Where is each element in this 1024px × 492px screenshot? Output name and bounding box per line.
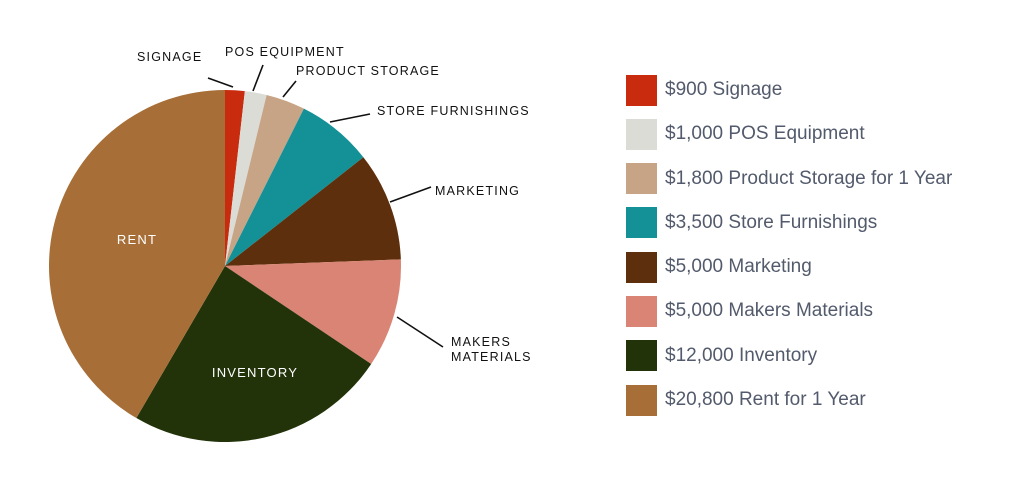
slice-label: SIGNAGE [137, 50, 202, 64]
legend-swatch [626, 295, 657, 327]
legend-swatch [626, 207, 657, 239]
slice-label: MAKERS [451, 335, 511, 349]
legend-item: $12,000 Inventory [626, 340, 1016, 372]
pie-slice-product-storage [225, 94, 304, 267]
legend-item: $1,000 POS Equipment [626, 118, 1016, 150]
legend-label: $20,800 Rent for 1 Year [665, 389, 866, 411]
legend-swatch [626, 118, 657, 150]
legend-swatch [626, 384, 657, 416]
legend-label: $1,000 POS Equipment [665, 123, 865, 145]
leader-line [396, 316, 444, 348]
legend-swatch [626, 74, 657, 106]
leader-line [282, 80, 297, 98]
leader-line [389, 186, 432, 203]
slice-label: RENT [117, 232, 157, 247]
legend-item: $1,800 Product Storage for 1 Year [626, 163, 1016, 195]
pie-slice-store-furnishings [225, 108, 364, 267]
slice-label: INVENTORY [212, 365, 298, 380]
legend-label: $3,500 Store Furnishings [665, 211, 878, 233]
legend-label: $5,000 Marketing [665, 256, 812, 278]
legend-swatch [626, 163, 657, 195]
legend-label: $5,000 Makers Materials [665, 300, 874, 322]
legend-swatch [626, 251, 657, 283]
slice-label: MARKETING [435, 184, 520, 198]
legend-item: $5,000 Makers Materials [626, 295, 1016, 327]
pie-slice-rent [48, 90, 226, 419]
legend-swatch [626, 340, 657, 372]
legend-item: $5,000 Marketing [626, 251, 1016, 283]
legend-label: $1,800 Product Storage for 1 Year [665, 167, 953, 189]
slice-label: POS EQUIPMENT [225, 45, 345, 59]
legend: $900 Signage $1,000 POS Equipment $1,800… [626, 74, 1016, 428]
leader-line [252, 64, 264, 92]
legend-item: $3,500 Store Furnishings [626, 207, 1016, 239]
legend-item: $900 Signage [626, 74, 1016, 106]
pie-slice-makers-materials [225, 259, 401, 365]
pie-slice-signage [225, 90, 245, 266]
leader-line [207, 77, 234, 88]
pie-slice-inventory [136, 266, 372, 442]
legend-label: $900 Signage [665, 79, 783, 100]
pie-slice-marketing [225, 157, 401, 266]
leader-line [329, 113, 371, 123]
legend-label: $12,000 Inventory [665, 344, 818, 366]
legend-item: $20,800 Rent for 1 Year [626, 384, 1016, 416]
slice-label: MATERIALS [451, 350, 532, 364]
pie-slice-pos-equipment [225, 91, 267, 267]
slice-label: PRODUCT STORAGE [296, 64, 440, 78]
slice-label: STORE FURNISHINGS [377, 104, 530, 118]
